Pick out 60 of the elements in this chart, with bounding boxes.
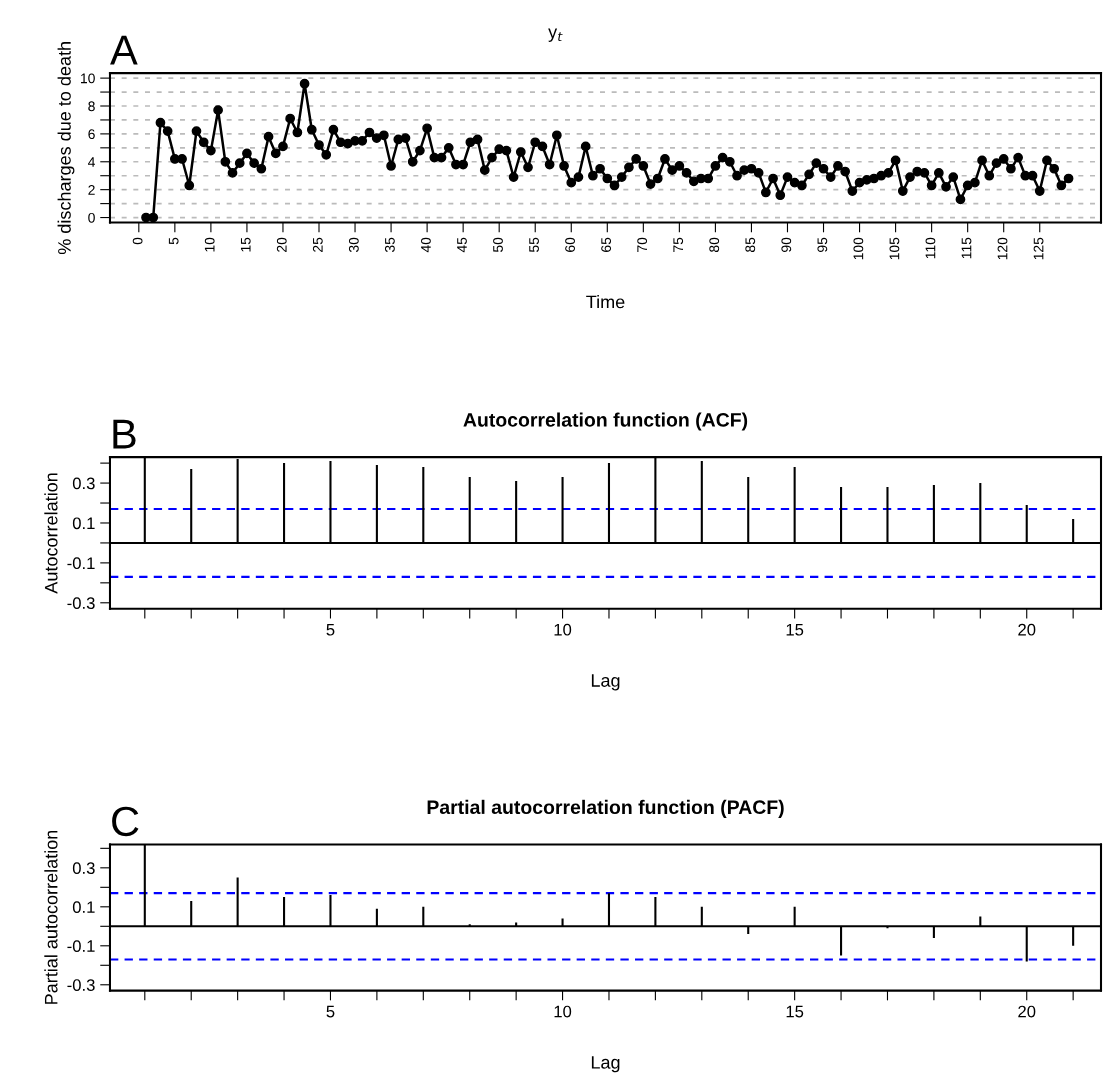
x-tick-label: 50 <box>493 237 503 253</box>
x-tick-label: 90 <box>781 237 792 252</box>
y-tick-label: 0.3 <box>72 862 95 875</box>
text: B <box>113 419 136 449</box>
y-tick-label: -0.1 <box>67 557 95 570</box>
y-tick-label: 0.1 <box>72 901 95 914</box>
y-tick-label: -0.3 <box>67 597 95 609</box>
y-tick-label: 10 <box>81 73 95 84</box>
x-tick-label: 45 <box>457 237 467 253</box>
x-tick-label: 85 <box>745 237 756 252</box>
x-tick-label: 15 <box>786 1005 804 1018</box>
x-tick-label: 55 <box>529 237 539 253</box>
x-axis-title: Lag <box>591 1056 620 1073</box>
y-tick-label: -0.3 <box>67 979 95 991</box>
x-tick-label: 110 <box>925 237 936 259</box>
x-tick-label: 5 <box>168 237 179 245</box>
y-tick-label: -0.1 <box>67 940 95 952</box>
x-tick-label: 20 <box>276 237 287 252</box>
text: A <box>110 35 138 65</box>
y-tick-label: 4 <box>88 157 95 167</box>
x-tick-label: 60 <box>565 237 575 252</box>
y-tick-label: 8 <box>88 101 95 112</box>
x-tick-label: 10 <box>204 237 215 252</box>
y-axis-title: % discharges due to death <box>57 42 75 255</box>
x-axis-title: Time <box>586 295 625 309</box>
x-tick-label: 30 <box>348 237 359 253</box>
x-tick-label: 15 <box>786 623 804 636</box>
x-tick-label: 5 <box>326 1005 335 1018</box>
x-tick-label: 80 <box>709 237 720 252</box>
x-tick-label: 100 <box>853 237 864 260</box>
x-tick-label: 10 <box>554 623 572 636</box>
y-axis-title: Autocorrelation <box>44 473 58 594</box>
y-tick-label: 6 <box>88 129 95 140</box>
x-tick-label: 20 <box>1018 623 1036 636</box>
x-tick-label: 70 <box>637 237 648 252</box>
x-tick-label: 25 <box>312 237 323 252</box>
text: C <box>112 806 139 837</box>
x-tick-label: 105 <box>889 237 900 260</box>
chart-title: y$_{t}$ <box>548 28 563 42</box>
x-tick-label: 35 <box>384 237 395 253</box>
y-axis-title: Partial autocorrelation <box>44 830 58 1004</box>
y-tick-label: 0 <box>88 212 95 223</box>
chart-title: Partial autocorrelation function (PACF) <box>427 799 784 818</box>
x-tick-label: 5 <box>326 623 335 636</box>
y-tick-label: 0.3 <box>72 477 95 490</box>
x-tick-label: 20 <box>1018 1005 1036 1018</box>
x-tick-label: 125 <box>1033 237 1044 260</box>
x-tick-label: 75 <box>673 237 684 252</box>
x-tick-label: 115 <box>961 237 972 259</box>
y-tick-label: 0.1 <box>72 517 95 530</box>
x-tick-label: 120 <box>997 237 1008 260</box>
x-tick-label: 65 <box>601 237 612 252</box>
x-tick-label: 10 <box>554 1005 572 1018</box>
x-axis-title: Lag <box>591 674 620 691</box>
x-tick-label: 15 <box>240 237 251 252</box>
chart-title: Autocorrelation function (ACF) <box>463 412 748 431</box>
x-tick-label: 95 <box>817 237 828 252</box>
y-tick-label: 2 <box>88 184 95 195</box>
x-tick-label: 0 <box>132 237 143 245</box>
x-tick-label: 40 <box>421 237 431 253</box>
